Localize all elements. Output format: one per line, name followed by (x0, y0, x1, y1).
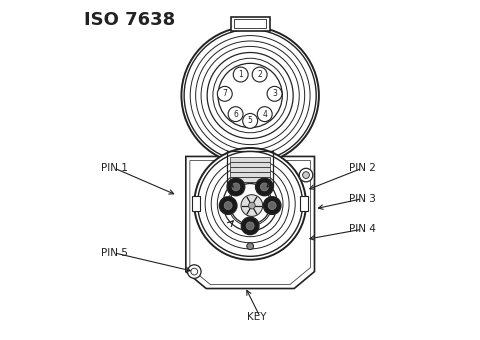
Circle shape (205, 159, 295, 249)
Circle shape (303, 172, 310, 178)
Circle shape (227, 178, 245, 196)
Circle shape (184, 30, 316, 162)
Bar (231, 17, 270, 31)
Circle shape (264, 197, 281, 214)
Bar (192, 197, 200, 211)
Bar (230, 177, 270, 182)
Circle shape (249, 202, 255, 209)
Text: 6: 6 (233, 109, 238, 119)
Text: PIN 1: PIN 1 (101, 163, 128, 173)
Circle shape (194, 148, 306, 260)
Circle shape (196, 41, 305, 150)
Circle shape (267, 86, 282, 101)
Circle shape (230, 184, 270, 224)
Polygon shape (186, 156, 314, 289)
Text: 1: 1 (238, 70, 243, 79)
Circle shape (261, 183, 268, 191)
Circle shape (211, 165, 289, 243)
Circle shape (252, 67, 267, 82)
Bar (230, 157, 270, 162)
Bar (230, 167, 270, 172)
Circle shape (299, 168, 313, 182)
Text: ISO 7638: ISO 7638 (84, 11, 176, 29)
Circle shape (190, 36, 310, 155)
Circle shape (233, 67, 248, 82)
Circle shape (188, 265, 201, 278)
Circle shape (268, 202, 276, 209)
Circle shape (201, 46, 299, 144)
Circle shape (207, 52, 293, 138)
Text: PIN 4: PIN 4 (348, 224, 375, 234)
Circle shape (219, 197, 237, 214)
Circle shape (255, 178, 273, 196)
Circle shape (213, 58, 288, 133)
Text: 4: 4 (262, 109, 267, 119)
Circle shape (228, 107, 243, 122)
Circle shape (241, 195, 263, 216)
Text: 5: 5 (248, 116, 252, 125)
Bar (300, 197, 308, 211)
Circle shape (241, 217, 259, 235)
Circle shape (198, 151, 303, 256)
Circle shape (246, 222, 254, 230)
Text: 7: 7 (222, 89, 227, 98)
Text: 3: 3 (272, 89, 277, 98)
Circle shape (247, 243, 253, 250)
Circle shape (181, 27, 319, 164)
Circle shape (218, 63, 282, 128)
Text: PIN 5: PIN 5 (101, 248, 128, 258)
Circle shape (223, 177, 277, 231)
Bar (230, 162, 270, 167)
Text: PIN 3: PIN 3 (348, 194, 375, 204)
Circle shape (217, 86, 232, 101)
Bar (234, 19, 266, 28)
Circle shape (217, 171, 283, 237)
Bar (230, 182, 270, 187)
Circle shape (228, 182, 272, 226)
Text: 2: 2 (257, 70, 262, 79)
Circle shape (243, 114, 258, 129)
Text: PIN 2: PIN 2 (348, 163, 375, 173)
Bar (227, 151, 273, 187)
Circle shape (257, 107, 272, 122)
Bar (230, 172, 270, 177)
Text: KEY: KEY (247, 312, 266, 322)
Circle shape (232, 183, 240, 191)
Circle shape (224, 202, 232, 209)
